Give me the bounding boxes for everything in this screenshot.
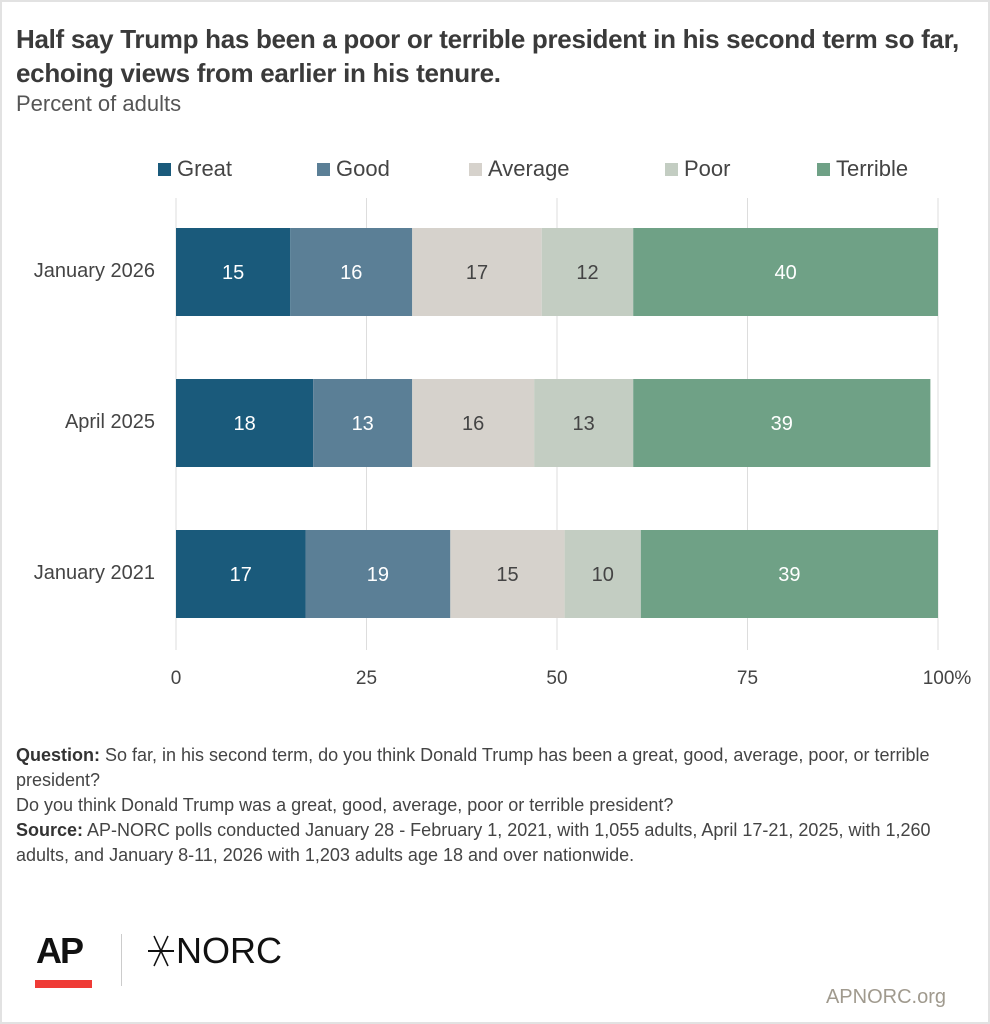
legend-item-great: Great xyxy=(158,156,232,182)
data-label-terrible: 39 xyxy=(771,413,793,435)
legend-label: Good xyxy=(336,156,390,181)
data-label-great: 15 xyxy=(222,262,244,284)
data-label-average: 16 xyxy=(462,413,484,435)
data-label-average: 17 xyxy=(466,262,488,284)
legend-label: Great xyxy=(177,156,233,181)
bar-segment-average xyxy=(412,228,542,316)
bar-segment-terrible xyxy=(640,530,938,618)
stacked-bar-chart: 15 16 17 12 40 18 13 16 13 39 17 19 15 10 39 xyxy=(175,198,939,650)
data-label-average: 15 xyxy=(496,564,518,586)
bar-segment-terrible xyxy=(633,379,931,467)
category-label: January 2021 xyxy=(33,562,155,584)
legend-swatch xyxy=(317,162,330,176)
norc-star-icon xyxy=(148,935,174,967)
chart-subtitle: Percent of adults xyxy=(16,91,182,116)
norc-logo-text: NORC xyxy=(176,930,282,971)
logo-divider xyxy=(121,934,122,986)
legend-swatch xyxy=(665,162,678,176)
question-text-2: Do you think Donald Trump was a great, g… xyxy=(16,795,674,815)
x-tick-label: 25 xyxy=(355,668,378,689)
legend-item-good: Good xyxy=(317,156,390,182)
bar-row-april-2025: 18 13 16 13 39 xyxy=(176,379,931,467)
bar-segment-poor xyxy=(564,530,641,618)
source-note: Source: AP-NORC polls conducted January … xyxy=(16,818,976,868)
data-label-poor: 10 xyxy=(592,564,614,586)
legend-swatch xyxy=(158,162,171,176)
bar-segment-poor xyxy=(541,228,634,316)
legend-label: Poor xyxy=(684,156,731,181)
legend-label: Average xyxy=(488,156,570,181)
ap-logo: AP xyxy=(36,930,84,971)
data-label-good: 19 xyxy=(367,564,389,586)
bar-segment-great xyxy=(176,530,306,618)
legend-label: Terrible xyxy=(836,156,909,181)
data-label-great: 17 xyxy=(230,564,252,586)
ap-logo-underline xyxy=(35,980,92,988)
x-tick-label: 75 xyxy=(736,668,759,689)
question-note: Question: So far, in his second term, do… xyxy=(16,743,976,793)
bar-segment-average xyxy=(450,530,565,618)
bar-segment-terrible xyxy=(633,228,938,316)
bar-segment-poor xyxy=(534,379,634,467)
bar-segment-good xyxy=(313,379,413,467)
data-label-poor: 12 xyxy=(576,262,598,284)
data-label-good: 16 xyxy=(340,262,362,284)
question-label: Question: xyxy=(16,745,100,765)
bar-segment-good xyxy=(305,530,451,618)
legend-swatch xyxy=(469,162,482,176)
chart-title: Half say Trump has been a poor or terrib… xyxy=(16,24,959,88)
bar-segment-good xyxy=(290,228,413,316)
source-label: Source: xyxy=(16,820,84,840)
bar-segment-great xyxy=(176,228,291,316)
data-label-great: 18 xyxy=(233,413,255,435)
chart-notes: Question: So far, in his second term, do… xyxy=(16,743,976,868)
question-text: So far, in his second term, do you think… xyxy=(16,745,930,790)
x-tick-label: 50 xyxy=(546,668,568,689)
bar-row-january-2021: 17 19 15 10 39 xyxy=(176,530,938,618)
data-label-good: 13 xyxy=(352,413,374,435)
data-label-poor: 13 xyxy=(573,413,595,435)
category-label: April 2025 xyxy=(64,411,155,433)
legend-swatch xyxy=(817,162,830,176)
legend-item-terrible: Terrible xyxy=(817,156,908,182)
bar-segment-average xyxy=(412,379,535,467)
data-label-terrible: 40 xyxy=(774,262,796,284)
bar-row-january-2026: 15 16 17 12 40 xyxy=(176,228,938,316)
norc-logo: NORC xyxy=(146,930,282,972)
x-tick-label: 0 xyxy=(170,668,182,689)
bar-segment-great xyxy=(176,379,314,467)
data-label-terrible: 39 xyxy=(778,564,800,586)
category-label: January 2026 xyxy=(33,260,155,282)
legend: Great Good Average Poor Terrible xyxy=(0,156,990,186)
source-text: AP-NORC polls conducted January 28 - Feb… xyxy=(16,820,931,865)
legend-item-average: Average xyxy=(469,156,570,182)
x-tick-label: 100% xyxy=(922,668,972,689)
footer-url: APNORC.org xyxy=(825,986,946,1008)
legend-item-poor: Poor xyxy=(665,156,730,182)
